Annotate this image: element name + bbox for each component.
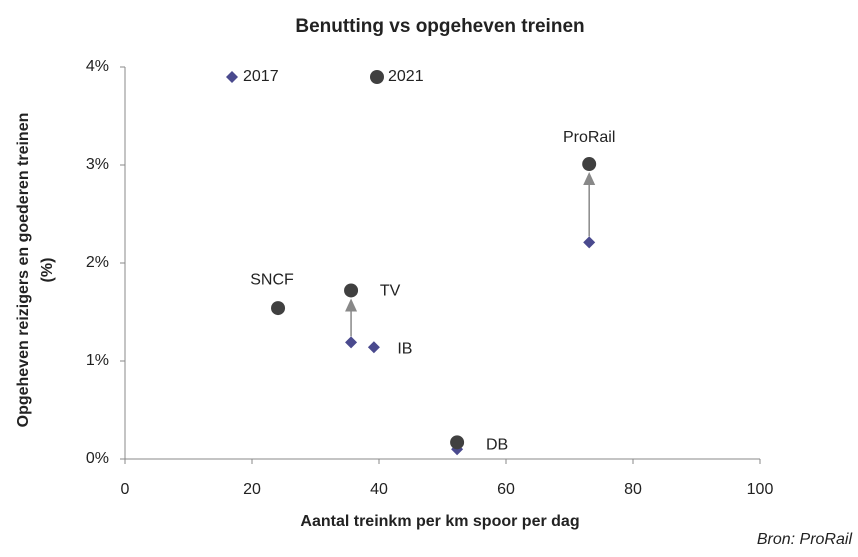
x-tick-label: 0 bbox=[121, 481, 130, 498]
x-tick-label: 40 bbox=[370, 481, 388, 498]
x-tick-label: 80 bbox=[624, 481, 642, 498]
point bbox=[450, 435, 465, 450]
point bbox=[345, 336, 358, 349]
arrow-head bbox=[345, 298, 358, 312]
point-label: TV bbox=[380, 283, 401, 300]
point bbox=[271, 301, 286, 316]
chart-title: Benutting vs opgeheven treinen bbox=[295, 16, 584, 37]
x-tick-label: 60 bbox=[497, 481, 515, 498]
x-tick-label: 100 bbox=[747, 481, 774, 498]
y-tick-label: 3% bbox=[86, 156, 109, 173]
legend-marker bbox=[226, 71, 238, 83]
point-label: IB bbox=[397, 340, 412, 357]
arrow-head bbox=[583, 172, 596, 186]
y-tick-label: 1% bbox=[86, 352, 109, 369]
legend-label: 2021 bbox=[388, 68, 424, 85]
y-tick-label: 0% bbox=[86, 450, 109, 467]
y-axis-label: (%) bbox=[39, 258, 56, 283]
point-label: SNCF bbox=[250, 271, 294, 288]
x-axis-label: Aantal treinkm per km spoor per dag bbox=[300, 513, 579, 530]
y-tick-label: 4% bbox=[86, 58, 109, 75]
point bbox=[344, 283, 359, 298]
x-tick-label: 20 bbox=[243, 481, 261, 498]
y-tick-label: 2% bbox=[86, 254, 109, 271]
legend-marker bbox=[370, 70, 384, 84]
point-label: ProRail bbox=[563, 129, 615, 146]
point bbox=[367, 341, 380, 354]
point bbox=[583, 236, 596, 249]
source: Bron: ProRail bbox=[757, 531, 853, 548]
y-axis-label: Opgeheven reizigers en goederen treinen bbox=[15, 113, 32, 428]
legend-label: 2017 bbox=[243, 68, 279, 85]
point-label: DB bbox=[486, 437, 508, 454]
point bbox=[582, 157, 597, 172]
